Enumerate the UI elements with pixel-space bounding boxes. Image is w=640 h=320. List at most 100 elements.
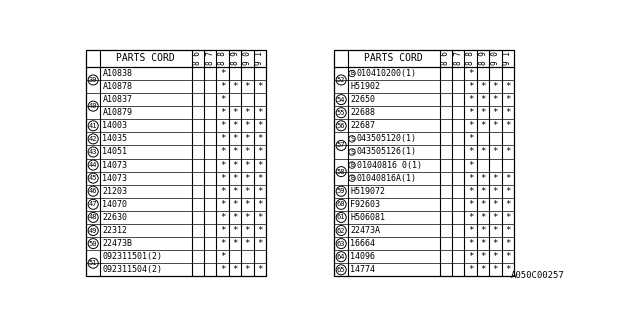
Text: F92603: F92603 bbox=[351, 200, 380, 209]
Text: *: * bbox=[468, 200, 474, 209]
Text: *: * bbox=[257, 200, 262, 209]
Text: *: * bbox=[505, 187, 511, 196]
Text: 63: 63 bbox=[337, 241, 346, 247]
Text: *: * bbox=[244, 121, 250, 130]
Text: *: * bbox=[493, 148, 498, 156]
Text: *: * bbox=[232, 108, 237, 117]
Text: 64: 64 bbox=[337, 254, 346, 260]
Text: 22473B: 22473B bbox=[102, 239, 132, 248]
Text: *: * bbox=[480, 252, 486, 261]
Text: *: * bbox=[220, 161, 225, 170]
Text: 40: 40 bbox=[89, 103, 97, 109]
Text: A10878: A10878 bbox=[102, 82, 132, 91]
Text: *: * bbox=[257, 108, 262, 117]
Text: 62: 62 bbox=[337, 228, 346, 234]
Text: *: * bbox=[232, 148, 237, 156]
Text: *: * bbox=[232, 200, 237, 209]
Text: *: * bbox=[480, 174, 486, 183]
Text: *: * bbox=[257, 213, 262, 222]
Text: 58: 58 bbox=[337, 169, 346, 175]
Text: *: * bbox=[220, 121, 225, 130]
Text: 8 8: 8 8 bbox=[466, 52, 475, 65]
Text: *: * bbox=[493, 108, 498, 117]
Text: *: * bbox=[232, 121, 237, 130]
Text: *: * bbox=[505, 200, 511, 209]
Text: *: * bbox=[480, 95, 486, 104]
Text: 22650: 22650 bbox=[351, 95, 376, 104]
Text: *: * bbox=[468, 239, 474, 248]
Text: *: * bbox=[493, 226, 498, 235]
Text: S: S bbox=[350, 149, 354, 155]
Text: 8 7: 8 7 bbox=[205, 52, 214, 65]
Text: *: * bbox=[220, 252, 225, 261]
Text: 043505126(1): 043505126(1) bbox=[356, 148, 417, 156]
Text: *: * bbox=[257, 121, 262, 130]
Text: 8 7: 8 7 bbox=[454, 52, 463, 65]
Text: *: * bbox=[480, 265, 486, 274]
Text: *: * bbox=[232, 226, 237, 235]
Text: *: * bbox=[244, 265, 250, 274]
Text: 42: 42 bbox=[89, 136, 97, 142]
Text: *: * bbox=[505, 265, 511, 274]
Text: *: * bbox=[493, 213, 498, 222]
Text: *: * bbox=[468, 95, 474, 104]
Text: 22687: 22687 bbox=[351, 121, 376, 130]
Text: *: * bbox=[468, 213, 474, 222]
Text: 14051: 14051 bbox=[102, 148, 127, 156]
Text: *: * bbox=[493, 82, 498, 91]
Text: 010410200(1): 010410200(1) bbox=[356, 69, 417, 78]
Text: *: * bbox=[468, 226, 474, 235]
Text: *: * bbox=[220, 108, 225, 117]
Text: *: * bbox=[244, 239, 250, 248]
Text: 21203: 21203 bbox=[102, 187, 127, 196]
Text: 8 8: 8 8 bbox=[218, 52, 227, 65]
Text: *: * bbox=[220, 187, 225, 196]
Text: *: * bbox=[480, 187, 486, 196]
Text: *: * bbox=[257, 265, 262, 274]
Text: 22473A: 22473A bbox=[351, 226, 380, 235]
Text: *: * bbox=[505, 108, 511, 117]
Text: *: * bbox=[220, 148, 225, 156]
Text: *: * bbox=[244, 82, 250, 91]
Text: *: * bbox=[480, 239, 486, 248]
Text: *: * bbox=[220, 95, 225, 104]
Text: *: * bbox=[244, 148, 250, 156]
Text: 48: 48 bbox=[89, 214, 97, 220]
Text: *: * bbox=[232, 134, 237, 143]
Text: 14035: 14035 bbox=[102, 134, 127, 143]
Text: *: * bbox=[480, 121, 486, 130]
Text: B: B bbox=[350, 175, 354, 181]
Text: *: * bbox=[232, 187, 237, 196]
Text: *: * bbox=[468, 174, 474, 183]
Text: 9 0: 9 0 bbox=[491, 52, 500, 65]
Text: *: * bbox=[220, 82, 225, 91]
Text: *: * bbox=[244, 174, 250, 183]
Text: 9 1: 9 1 bbox=[255, 52, 264, 65]
Text: PARTS CORD: PARTS CORD bbox=[365, 53, 423, 63]
Text: 16664: 16664 bbox=[351, 239, 376, 248]
Text: 043505120(1): 043505120(1) bbox=[356, 134, 417, 143]
Text: *: * bbox=[232, 161, 237, 170]
Text: 14073: 14073 bbox=[102, 174, 127, 183]
Text: 092311504(2): 092311504(2) bbox=[102, 265, 163, 274]
Text: 55: 55 bbox=[337, 110, 346, 116]
Text: 51: 51 bbox=[89, 260, 97, 266]
Text: *: * bbox=[505, 82, 511, 91]
Text: 9 1: 9 1 bbox=[503, 52, 512, 65]
Text: *: * bbox=[493, 200, 498, 209]
Text: *: * bbox=[257, 187, 262, 196]
Text: 8 6: 8 6 bbox=[193, 52, 202, 65]
Text: *: * bbox=[220, 226, 225, 235]
Text: 50: 50 bbox=[89, 241, 97, 247]
Text: A10879: A10879 bbox=[102, 108, 132, 117]
Text: *: * bbox=[244, 187, 250, 196]
Text: 52: 52 bbox=[337, 77, 346, 83]
Text: *: * bbox=[493, 239, 498, 248]
Text: *: * bbox=[480, 108, 486, 117]
Text: 01040816 0(1): 01040816 0(1) bbox=[356, 161, 422, 170]
Text: *: * bbox=[244, 213, 250, 222]
Text: *: * bbox=[468, 187, 474, 196]
Text: 44: 44 bbox=[89, 162, 97, 168]
Text: 60: 60 bbox=[337, 201, 346, 207]
Text: *: * bbox=[220, 239, 225, 248]
